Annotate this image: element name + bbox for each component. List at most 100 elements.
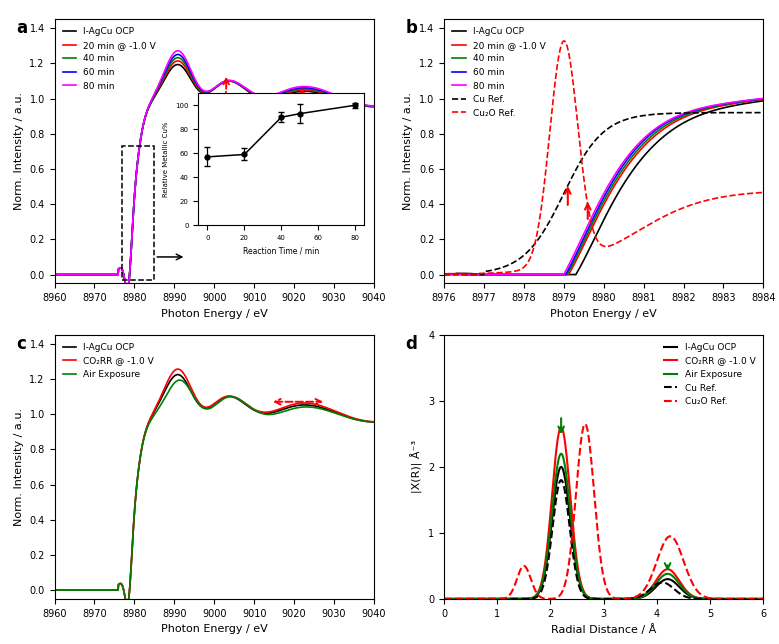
Line: I-AgCu OCP: I-AgCu OCP xyxy=(444,467,763,599)
CO₂RR @ -1.0 V xyxy=(557,424,566,431)
80 min xyxy=(122,285,132,293)
Line: 80 min: 80 min xyxy=(55,51,374,289)
CO₂RR @ -1.0 V xyxy=(173,365,182,373)
Line: Air Exposure: Air Exposure xyxy=(55,380,374,605)
80 min xyxy=(326,89,335,97)
Cu₂O Ref. xyxy=(496,595,506,603)
Cu Ref. xyxy=(751,109,760,117)
I-AgCu OCP xyxy=(236,82,245,90)
I-AgCu OCP xyxy=(326,93,335,100)
I-AgCu OCP xyxy=(50,270,59,278)
40 min xyxy=(759,95,768,103)
I-AgCu OCP xyxy=(122,285,132,293)
80 min xyxy=(236,81,245,89)
20 min @ -1.0 V xyxy=(629,153,639,161)
Line: 20 min @ -1.0 V: 20 min @ -1.0 V xyxy=(55,61,374,289)
20 min @ -1.0 V xyxy=(701,106,710,113)
I-AgCu OCP xyxy=(236,397,245,405)
Cu Ref. xyxy=(759,595,768,603)
80 min xyxy=(455,270,464,278)
I-AgCu OCP xyxy=(293,402,302,410)
CO₂RR @ -1.0 V xyxy=(254,408,263,415)
20 min @ -1.0 V xyxy=(122,285,132,293)
Cu₂O Ref. xyxy=(752,189,761,197)
Cu₂O Ref. xyxy=(594,238,603,246)
20 min @ -1.0 V xyxy=(69,270,79,278)
60 min xyxy=(439,270,449,278)
CO₂RR @ -1.0 V xyxy=(680,585,689,593)
CO₂RR @ -1.0 V xyxy=(50,586,59,594)
X-axis label: Photon Energy / eV: Photon Energy / eV xyxy=(160,624,268,634)
Cu₂O Ref. xyxy=(613,239,622,247)
Line: CO₂RR @ -1.0 V: CO₂RR @ -1.0 V xyxy=(444,428,763,599)
Line: 40 min: 40 min xyxy=(55,58,374,289)
60 min xyxy=(369,102,379,110)
80 min xyxy=(759,95,768,102)
Line: 80 min: 80 min xyxy=(444,99,763,274)
Line: Cu₂O Ref.: Cu₂O Ref. xyxy=(444,424,763,599)
Cu₂O Ref. xyxy=(439,270,449,278)
Air Exposure xyxy=(254,408,263,416)
80 min xyxy=(613,167,622,175)
Legend: I-AgCu OCP, 20 min @ -1.0 V, 40 min, 60 min, 80 min: I-AgCu OCP, 20 min @ -1.0 V, 40 min, 60 … xyxy=(59,24,160,94)
Cu Ref. xyxy=(439,270,449,278)
40 min xyxy=(173,54,182,62)
I-AgCu OCP xyxy=(254,408,263,416)
I-AgCu OCP xyxy=(122,601,132,609)
80 min xyxy=(594,200,603,208)
80 min xyxy=(254,91,263,99)
I-AgCu OCP xyxy=(245,88,254,96)
Cu₂O Ref. xyxy=(680,561,689,569)
40 min xyxy=(369,102,379,110)
Line: Cu Ref.: Cu Ref. xyxy=(444,113,763,274)
40 min xyxy=(50,270,59,278)
CO₂RR @ -1.0 V xyxy=(628,594,637,602)
60 min xyxy=(69,270,79,278)
I-AgCu OCP xyxy=(439,595,449,603)
Air Exposure xyxy=(759,595,768,603)
Air Exposure xyxy=(496,595,506,603)
I-AgCu OCP xyxy=(173,371,182,379)
Air Exposure xyxy=(326,408,335,415)
Cu Ref. xyxy=(653,580,662,587)
Air Exposure xyxy=(236,396,245,404)
60 min xyxy=(254,92,263,100)
Cu₂O Ref. xyxy=(559,37,569,45)
I-AgCu OCP xyxy=(50,586,59,594)
20 min @ -1.0 V xyxy=(591,216,601,224)
CO₂RR @ -1.0 V xyxy=(236,397,245,404)
Air Exposure xyxy=(557,450,566,458)
Air Exposure xyxy=(628,595,637,603)
80 min xyxy=(50,270,59,278)
20 min @ -1.0 V xyxy=(751,97,760,104)
CO₂RR @ -1.0 V xyxy=(69,586,79,594)
Line: Air Exposure: Air Exposure xyxy=(444,454,763,599)
I-AgCu OCP xyxy=(69,586,79,594)
Cu₂O Ref. xyxy=(521,564,530,571)
20 min @ -1.0 V xyxy=(593,213,602,220)
80 min xyxy=(369,102,379,110)
Line: Cu Ref.: Cu Ref. xyxy=(444,480,763,599)
60 min xyxy=(592,208,601,216)
I-AgCu OCP xyxy=(759,97,768,104)
40 min xyxy=(629,150,639,158)
60 min xyxy=(702,104,711,111)
Air Exposure xyxy=(69,586,79,594)
Cu Ref. xyxy=(759,109,768,117)
80 min xyxy=(592,204,601,212)
X-axis label: Photon Energy / eV: Photon Energy / eV xyxy=(550,308,657,319)
CO₂RR @ -1.0 V xyxy=(496,595,506,603)
Text: b: b xyxy=(406,19,418,37)
Cu Ref. xyxy=(496,595,506,603)
I-AgCu OCP xyxy=(254,93,263,101)
I-AgCu OCP xyxy=(653,581,662,589)
Line: CO₂RR @ -1.0 V: CO₂RR @ -1.0 V xyxy=(55,369,374,605)
Y-axis label: Norm. Intensity / a.u.: Norm. Intensity / a.u. xyxy=(14,92,24,211)
Cu₂O Ref. xyxy=(584,436,594,444)
Air Exposure xyxy=(245,402,254,410)
I-AgCu OCP xyxy=(628,595,637,603)
I-AgCu OCP xyxy=(759,595,768,603)
20 min @ -1.0 V xyxy=(50,270,59,278)
Legend: I-AgCu OCP, CO₂RR @ -1.0 V, Air Exposure: I-AgCu OCP, CO₂RR @ -1.0 V, Air Exposure xyxy=(59,339,158,383)
20 min @ -1.0 V xyxy=(326,91,335,99)
